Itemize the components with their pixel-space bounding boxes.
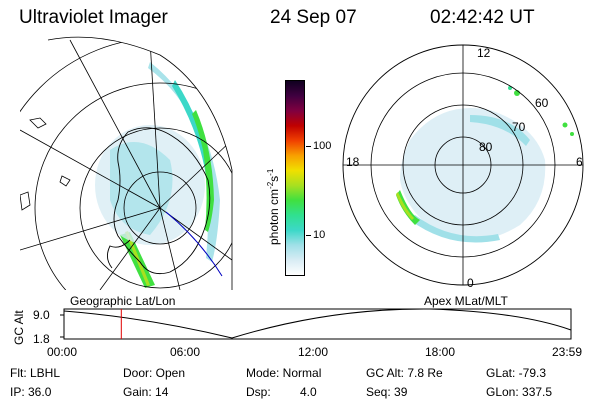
dsp-status-label: Dsp: bbox=[246, 385, 271, 399]
intensity-colorbar bbox=[285, 80, 305, 276]
glon-status: GLon: 337.5 bbox=[486, 385, 553, 399]
altitude-tick-high: 9.0 bbox=[33, 308, 50, 322]
instrument-title: Ultraviolet Imager bbox=[19, 7, 168, 28]
date-label: 24 Sep 07 bbox=[270, 7, 357, 28]
aurora-bright-geo bbox=[192, 110, 214, 232]
mode-status: Mode: Normal bbox=[246, 366, 322, 380]
sequence-status: Seq: 39 bbox=[366, 385, 408, 399]
geographic-map-caption: Geographic Lat/Lon bbox=[70, 294, 176, 308]
mlt-label-18: 18 bbox=[346, 155, 360, 169]
gc-alt-status: GC Alt: 7.8 Re bbox=[366, 366, 443, 380]
time-tick-3: 18:00 bbox=[425, 345, 456, 359]
time-tick-1: 06:00 bbox=[170, 345, 201, 359]
time-label: 02:42:42 UT bbox=[430, 7, 535, 28]
colorbar-tick-10: 10 bbox=[313, 229, 326, 241]
ip-status: IP: 36.0 bbox=[10, 385, 52, 399]
aurora-bright-mag bbox=[396, 190, 420, 225]
time-tick-4: 23:59 bbox=[552, 345, 583, 359]
magnetic-polar-plot bbox=[342, 44, 584, 286]
mlat-label-80: 80 bbox=[479, 140, 493, 154]
filter-status: Flt: LBHL bbox=[10, 366, 61, 380]
continent-outline bbox=[113, 127, 211, 275]
mlt-label-12: 12 bbox=[477, 46, 491, 60]
mlt-label-0: 0 bbox=[467, 276, 474, 290]
colorbar-tick-100: 100 bbox=[313, 140, 332, 152]
time-tick-2: 12:00 bbox=[298, 345, 329, 359]
gain-status: Gain: 14 bbox=[123, 385, 169, 399]
mlat-label-70: 70 bbox=[512, 120, 526, 134]
dsp-status-value: 4.0 bbox=[300, 385, 317, 399]
time-tick-0: 00:00 bbox=[47, 345, 78, 359]
altitude-tick-low: 1.8 bbox=[33, 332, 50, 346]
glat-status: GLat: -79.3 bbox=[486, 366, 547, 380]
geographic-map bbox=[20, 36, 233, 291]
terminator-line bbox=[165, 211, 223, 277]
altitude-curve bbox=[63, 308, 572, 339]
mlt-label-6: 6 bbox=[576, 155, 583, 169]
magnetic-map-caption: Apex MLat/MLT bbox=[424, 294, 508, 308]
door-status: Door: Open bbox=[123, 366, 186, 380]
mlat-label-60: 60 bbox=[535, 96, 549, 110]
